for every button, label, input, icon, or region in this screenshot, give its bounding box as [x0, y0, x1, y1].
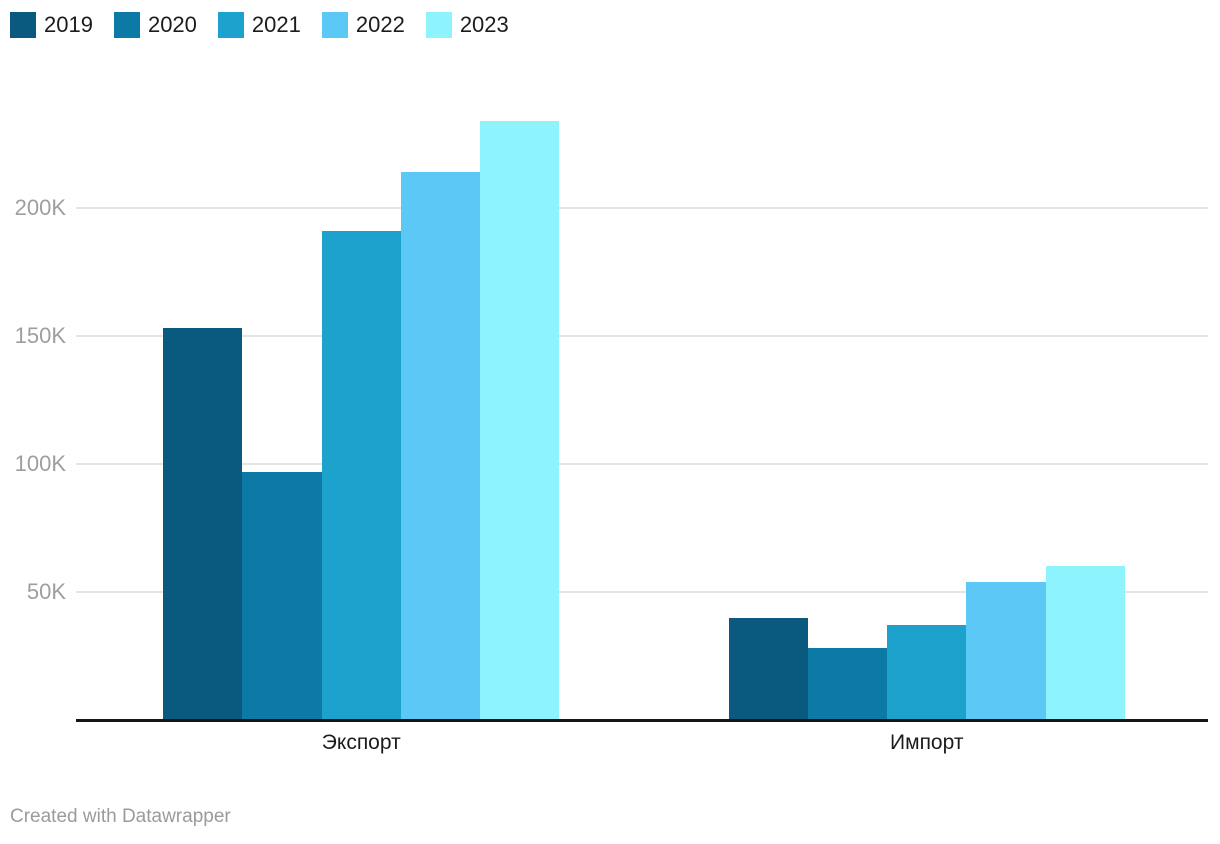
legend-item-2022: 2022 — [321, 12, 405, 38]
bar-export-2019[interactable] — [163, 328, 243, 720]
legend-swatch-icon-2020 — [113, 12, 140, 38]
bar-import-2021[interactable] — [887, 625, 967, 720]
legend-item-2019: 2019 — [10, 12, 93, 38]
bar-import-2022[interactable] — [966, 581, 1046, 720]
bar-export-2023[interactable] — [480, 120, 560, 720]
bar-export-2021[interactable] — [321, 231, 401, 720]
x-axis-line — [76, 719, 1208, 722]
y-axis-tick-label: 150K — [14, 323, 66, 348]
legend-swatch-icon-2019 — [10, 12, 36, 38]
y-axis-tick-label: 100K — [14, 451, 66, 476]
gridline-150K — [76, 335, 1208, 337]
legend: 2019 2020 2021 2022 2023 — [10, 12, 509, 38]
bar-import-2023[interactable] — [1045, 566, 1125, 720]
x-axis-label-export: Экспорт — [321, 731, 401, 754]
gridline-100K — [76, 463, 1208, 465]
y-axis-tick-label: 50K — [26, 579, 66, 604]
y-axis-tick-label: 200K — [14, 195, 66, 220]
legend-label: 2020 — [147, 12, 197, 37]
legend-swatch-icon-2022 — [321, 12, 348, 38]
legend-item-2023: 2023 — [425, 12, 509, 38]
x-axis-label-import: Импорт — [890, 731, 964, 754]
legend-label: 2022 — [355, 12, 405, 37]
legend-item-2021: 2021 — [217, 12, 301, 38]
legend-label: 2019 — [44, 12, 93, 37]
legend-label: 2021 — [251, 12, 301, 37]
bar-import-2019[interactable] — [728, 617, 808, 720]
datawrapper-credit-link[interactable]: Created with Datawrapper — [10, 806, 231, 827]
bar-import-2020[interactable] — [807, 648, 888, 720]
gridline-50K — [76, 591, 1208, 593]
bar-export-2020[interactable] — [242, 471, 322, 720]
bar-export-2022[interactable] — [400, 172, 481, 720]
legend-item-2020: 2020 — [113, 12, 197, 38]
legend-swatch-icon-2023 — [425, 12, 452, 38]
legend-label: 2023 — [459, 12, 509, 37]
legend-swatch-icon-2021 — [217, 12, 244, 38]
gridline-200K — [76, 207, 1208, 209]
